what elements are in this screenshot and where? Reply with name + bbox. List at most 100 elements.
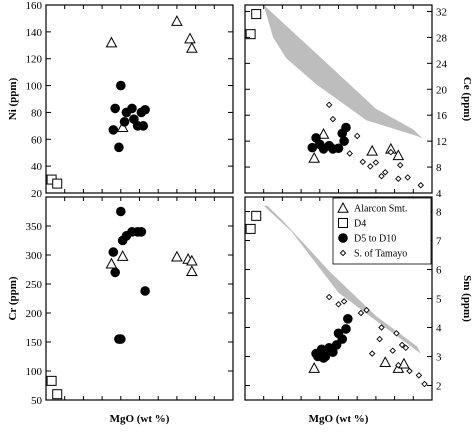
legend-marker-circle bbox=[338, 233, 348, 243]
y-axis-label: Ce (ppm) bbox=[461, 77, 473, 122]
data-point-triangle bbox=[116, 250, 129, 261]
data-point-diamond bbox=[346, 150, 353, 157]
data-point-circle bbox=[320, 351, 331, 362]
data-point-circle bbox=[116, 80, 126, 91]
data-point-circle bbox=[119, 117, 130, 127]
y-tick-label: 20 bbox=[31, 188, 43, 200]
y-tick-label: 140 bbox=[26, 27, 43, 39]
y-tick-label: 250 bbox=[26, 279, 43, 291]
y-axis-label: Ni (ppm) bbox=[7, 77, 19, 120]
data-point-circle bbox=[136, 227, 147, 237]
data-point-circle bbox=[127, 103, 137, 114]
data-point-diamond bbox=[376, 335, 383, 343]
data-point-circle bbox=[328, 347, 338, 357]
data-point-square bbox=[251, 210, 262, 221]
data-point-triangle bbox=[398, 357, 410, 369]
legend-marker-square bbox=[338, 218, 348, 228]
y-tick-label: 2 bbox=[436, 381, 442, 393]
data-point-circle bbox=[316, 344, 327, 355]
data-point-square bbox=[52, 389, 63, 400]
data-point-diamond bbox=[340, 298, 348, 305]
data-point-circle bbox=[140, 286, 150, 296]
y-tick-label: 20 bbox=[436, 84, 448, 96]
legend-box bbox=[332, 197, 432, 265]
x-axis-label: MgO (wt %) bbox=[309, 413, 369, 425]
data-point-square bbox=[245, 29, 256, 40]
data-point-diamond bbox=[353, 132, 361, 140]
data-point-circle bbox=[108, 247, 119, 257]
data-point-triangle bbox=[171, 15, 183, 26]
y-tick-label: 8 bbox=[436, 162, 442, 174]
legend-marker-triangle bbox=[337, 201, 349, 213]
data-point-circle bbox=[140, 104, 150, 115]
y-tick-label: 300 bbox=[26, 250, 43, 262]
legend-label: D4 bbox=[354, 219, 366, 230]
data-point-diamond bbox=[329, 115, 337, 123]
data-point-circle bbox=[116, 206, 126, 217]
legend-label: S. of Tamayo bbox=[354, 249, 407, 260]
y-tick-label: 50 bbox=[31, 395, 43, 407]
y-tick-label: 160 bbox=[26, 0, 43, 12]
y-axis-label: Cr (ppm) bbox=[7, 276, 19, 320]
data-point-diamond bbox=[389, 347, 396, 354]
data-point-circle bbox=[110, 103, 120, 114]
x-axis-label: MgO (wt %) bbox=[110, 413, 170, 425]
data-point-diamond bbox=[378, 324, 385, 331]
data-point-diamond bbox=[367, 163, 374, 170]
data-point-diamond bbox=[368, 350, 376, 357]
data-point-triangle bbox=[105, 36, 118, 48]
data-point-circle bbox=[339, 136, 349, 146]
legend-marker-diamond bbox=[339, 249, 347, 257]
data-point-triangle bbox=[186, 41, 198, 53]
data-point-circle bbox=[138, 121, 149, 131]
data-point-square bbox=[251, 9, 262, 20]
data-point-diamond bbox=[393, 330, 400, 337]
data-point-diamond bbox=[402, 344, 410, 352]
y-tick-label: 60 bbox=[31, 134, 43, 146]
data-point-diamond bbox=[363, 306, 370, 314]
panel-ni: 20 40 60 80 100 120 140 160 Ni (ppm) bbox=[7, 0, 234, 200]
data-point-triangle bbox=[186, 254, 198, 266]
panel-sm: 2 3 4 5 6 7 8 Sm (ppm) MgO (wt %) Alarcon Smt. D4 D… bbox=[244, 196, 473, 425]
plot-frame bbox=[45, 4, 234, 194]
data-point-diamond bbox=[406, 367, 413, 375]
data-point-diamond bbox=[415, 372, 423, 379]
data-point-diamond bbox=[404, 174, 411, 181]
data-point-circle bbox=[337, 334, 348, 344]
data-point-diamond bbox=[396, 161, 404, 169]
y-tick-label: 120 bbox=[26, 54, 43, 66]
data-point-circle bbox=[114, 142, 124, 153]
y-tick-label: 24 bbox=[436, 58, 448, 70]
y-tick-label: 6 bbox=[436, 265, 442, 277]
data-point-triangle bbox=[308, 362, 321, 373]
data-point-circle bbox=[343, 314, 353, 324]
data-point-circle bbox=[108, 125, 119, 135]
y-tick-label: 100 bbox=[26, 81, 43, 93]
legend-label: Alarcon Smt. bbox=[354, 204, 407, 215]
y-tick-label: 16 bbox=[436, 110, 448, 122]
panel-ce: 4 8 12 16 20 24 28 32 Ce (ppm) bbox=[244, 4, 473, 200]
y-tick-label: 100 bbox=[26, 366, 43, 378]
y-tick-label: 40 bbox=[31, 161, 43, 173]
y-tick-label: 5 bbox=[436, 294, 442, 306]
data-point-diamond bbox=[421, 380, 428, 388]
y-tick-label: 3 bbox=[436, 352, 442, 364]
data-point-diamond bbox=[325, 293, 333, 301]
data-point-diamond bbox=[387, 148, 395, 156]
data-point-diamond bbox=[395, 361, 402, 369]
y-tick-label: 4 bbox=[436, 188, 442, 200]
y-tick-label: 200 bbox=[26, 308, 43, 320]
legend: Alarcon Smt. D4 D5 to D10 S. of Tamayo bbox=[332, 197, 432, 265]
data-point-triangle bbox=[171, 250, 183, 262]
data-point-diamond bbox=[398, 341, 406, 349]
data-point-square bbox=[46, 375, 57, 386]
data-point-triangle bbox=[184, 32, 196, 44]
y-tick-label: 80 bbox=[31, 107, 43, 119]
data-point-diamond bbox=[335, 301, 342, 308]
panel-cr: 50 100 150 200 250 300 350 Cr (ppm) MgO (wt %) bbox=[7, 196, 234, 425]
data-point-circle bbox=[333, 143, 344, 154]
y-tick-label: 32 bbox=[436, 6, 447, 18]
y-axis-label: Sm (ppm) bbox=[461, 275, 473, 322]
data-point-diamond bbox=[395, 175, 402, 182]
